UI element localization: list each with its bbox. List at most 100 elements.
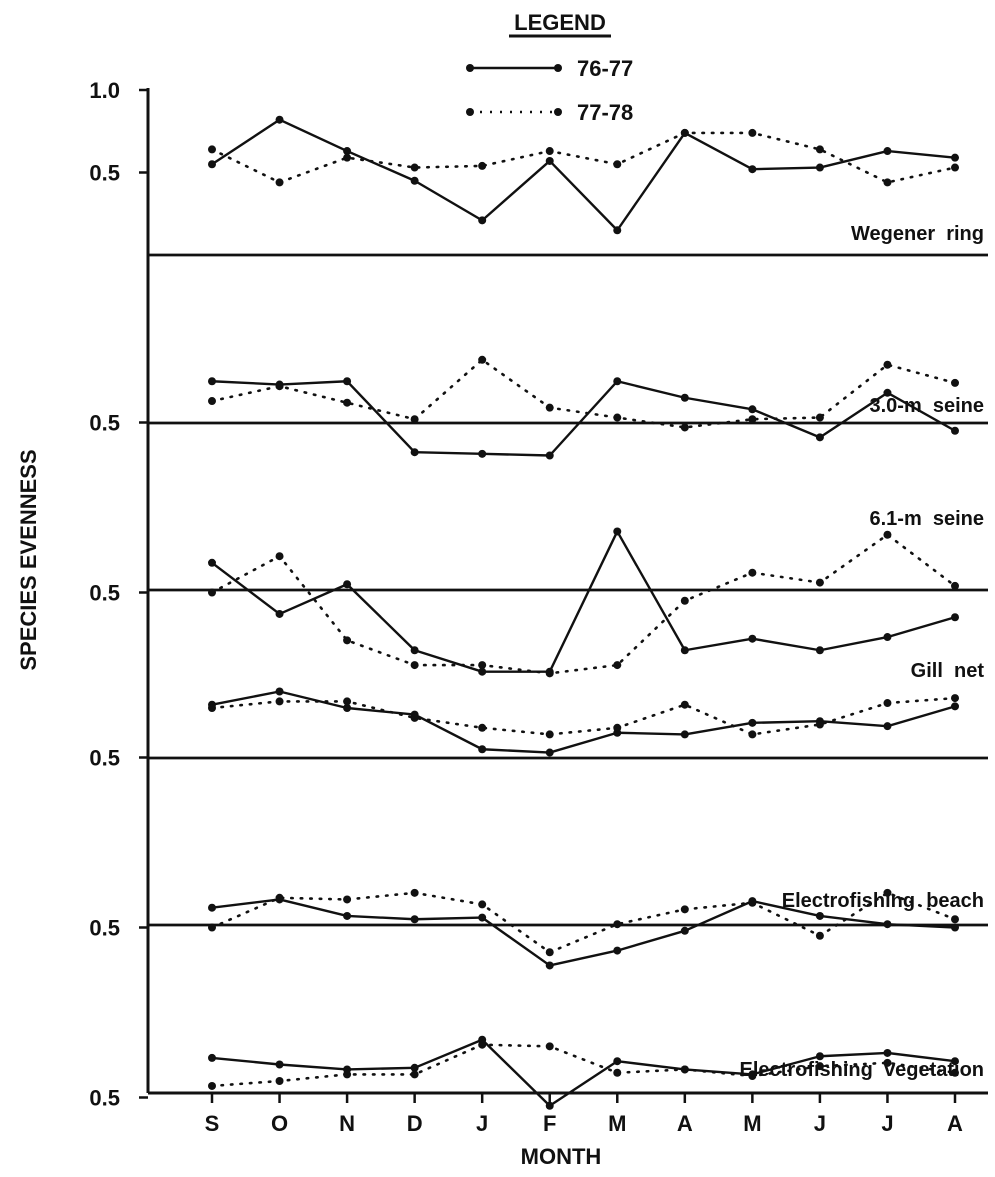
legend-marker [554, 108, 562, 116]
x-tick-label: M [743, 1111, 761, 1136]
data-point-77-78 [748, 128, 757, 137]
panel-label: 6.1-m seine [869, 508, 984, 530]
y-axis-title: SPECIES EVENNESS [16, 449, 41, 670]
data-point-77-78 [275, 382, 284, 391]
panel-6: 0.5 Electrofishing vegetation [89, 1035, 984, 1111]
data-point-76-77 [343, 911, 352, 920]
data-point-77-78 [951, 163, 959, 172]
data-point-76-77 [208, 160, 216, 169]
data-point-76-77 [343, 147, 352, 156]
data-point-77-78 [951, 378, 959, 387]
data-point-77-78 [613, 723, 622, 732]
data-point-77-78 [748, 730, 757, 739]
data-point-76-77 [613, 527, 622, 536]
data-point-76-77 [951, 613, 959, 622]
data-point-76-77 [613, 226, 622, 235]
data-point-77-78 [545, 147, 554, 156]
data-point-77-78 [545, 948, 554, 957]
legend-entry-77-78: 77-78 [466, 100, 633, 125]
data-point-77-78 [275, 893, 284, 902]
series-line-77-78 [210, 131, 957, 184]
x-tick-label: A [947, 1111, 963, 1136]
legend-entry-76-77: 76-77 [466, 56, 633, 81]
panel-5: 0.5 Electrofishing beach [89, 888, 988, 970]
data-point-76-77 [410, 646, 419, 655]
y-tick-label: 0.5 [89, 916, 120, 941]
panel-label: Wegener ring [851, 223, 984, 245]
x-tick-label: D [407, 1111, 423, 1136]
x-tick-label: J [881, 1111, 893, 1136]
data-point-77-78 [680, 700, 689, 709]
panel-label: 3.0-m seine [869, 395, 984, 417]
data-point-77-78 [410, 163, 419, 172]
data-point-76-77 [613, 377, 622, 386]
data-point-76-77 [815, 911, 824, 920]
data-point-76-77 [815, 646, 824, 655]
data-point-77-78 [410, 1070, 419, 1079]
data-point-76-77 [208, 1053, 216, 1062]
data-point-77-78 [478, 355, 487, 364]
series-line-76-77 [210, 1038, 957, 1107]
data-point-76-77 [478, 449, 487, 458]
data-point-76-77 [613, 1057, 622, 1066]
data-point-77-78 [208, 397, 216, 406]
x-tick-label: O [271, 1111, 288, 1136]
data-point-76-77 [748, 634, 757, 643]
data-point-77-78 [478, 161, 487, 170]
data-point-76-77 [545, 748, 554, 757]
data-point-77-78 [410, 888, 419, 897]
data-point-77-78 [343, 697, 352, 706]
data-point-76-77 [951, 426, 959, 435]
data-point-76-77 [343, 377, 352, 386]
data-point-77-78 [680, 596, 689, 605]
data-point-76-77 [883, 722, 892, 731]
data-point-76-77 [680, 730, 689, 739]
legend: LEGEND 76-77 77-78 [466, 10, 633, 125]
data-point-76-77 [883, 388, 892, 397]
data-point-77-78 [748, 415, 757, 424]
data-point-76-77 [883, 920, 892, 929]
data-point-77-78 [343, 153, 352, 162]
data-point-77-78 [343, 398, 352, 407]
legend-entries: 76-77 77-78 [466, 56, 633, 125]
x-axis-title: MONTH [521, 1144, 602, 1169]
data-point-77-78 [680, 423, 689, 432]
legend-title: LEGEND [514, 10, 606, 35]
y-tick-label: 0.5 [89, 1086, 120, 1111]
data-point-76-77 [680, 646, 689, 655]
data-point-77-78 [748, 898, 757, 907]
data-point-76-77 [275, 609, 284, 618]
data-point-76-77 [275, 687, 284, 696]
data-point-76-77 [951, 1057, 959, 1066]
x-tick-label: S [205, 1111, 220, 1136]
panel-label: Electrofishing beach [782, 890, 984, 912]
data-point-77-78 [883, 1058, 892, 1067]
data-point-76-77 [545, 156, 554, 165]
x-tick-label: A [677, 1111, 693, 1136]
series-line-76-77 [210, 530, 957, 673]
data-point-77-78 [680, 905, 689, 914]
y-tick-label: 1.0 [89, 78, 120, 103]
data-point-77-78 [208, 704, 216, 712]
y-tick-label: 0.5 [89, 161, 120, 186]
data-point-76-77 [883, 633, 892, 642]
data-point-77-78 [815, 1062, 824, 1071]
data-point-76-77 [748, 165, 757, 174]
data-point-77-78 [545, 403, 554, 412]
data-point-77-78 [613, 1068, 622, 1077]
data-point-76-77 [208, 903, 216, 912]
data-point-76-77 [410, 448, 419, 457]
legend-marker [466, 108, 474, 116]
legend-label: 76-77 [577, 56, 633, 81]
data-point-77-78 [613, 920, 622, 929]
panel-2: 0.5 3.0-m seine [89, 355, 988, 460]
data-point-77-78 [343, 1070, 352, 1079]
data-point-76-77 [275, 115, 284, 124]
data-point-76-77 [478, 913, 487, 922]
panel-1: 0.5 1.0 Wegener ring [89, 78, 988, 257]
data-point-77-78 [545, 730, 554, 739]
data-point-76-77 [343, 704, 352, 712]
x-tick-label: J [814, 1111, 826, 1136]
data-point-76-77 [208, 558, 216, 567]
